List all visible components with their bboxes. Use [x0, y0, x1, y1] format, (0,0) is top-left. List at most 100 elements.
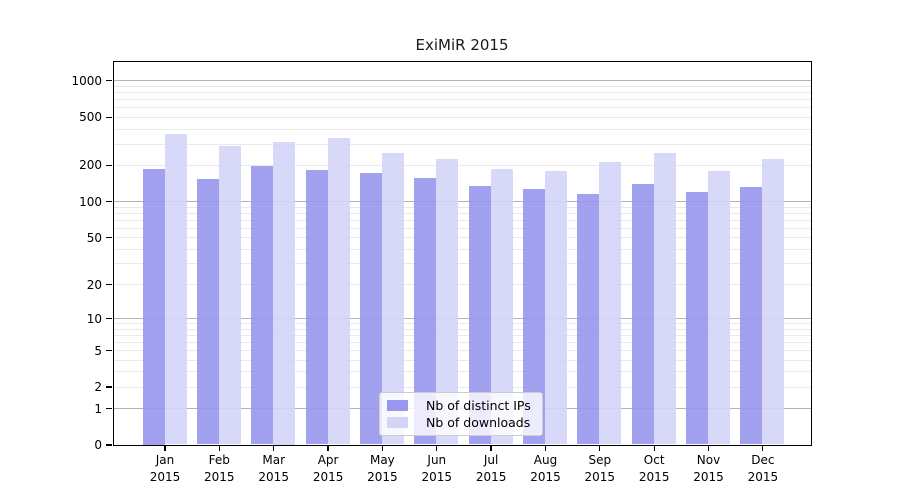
minor-gridline — [113, 85, 811, 87]
bar-distinct-ips-mar — [251, 165, 274, 445]
minor-gridline — [113, 350, 811, 351]
minor-gridline — [113, 227, 811, 229]
x-tick-label-feb: Feb 2015 — [204, 453, 235, 484]
y-tick-label: 200 — [79, 158, 102, 173]
x-tick-mark — [381, 445, 384, 451]
y-tick-mark — [106, 317, 112, 320]
x-tick-mark — [544, 445, 547, 451]
x-tick-label-may: May 2015 — [367, 453, 398, 484]
y-tick-mark — [106, 349, 112, 352]
x-tick-mark — [707, 445, 710, 451]
minor-gridline — [113, 341, 811, 343]
legend: Nb of distinct IPs Nb of downloads — [379, 392, 543, 436]
legend-label-distinct-ips: Nb of distinct IPs — [426, 398, 531, 413]
x-tick-label-nov: Nov 2015 — [693, 453, 724, 484]
minor-gridline — [113, 248, 811, 250]
bar-downloads-may — [381, 152, 404, 445]
x-tick-label-jul: Jul 2015 — [475, 453, 507, 484]
bar-distinct-ips-sep — [577, 194, 600, 445]
minor-gridline — [113, 92, 811, 93]
y-tick-label: 1000 — [71, 73, 102, 88]
y-tick-mark — [106, 283, 112, 286]
x-tick-label-dec: Dec 2015 — [747, 453, 779, 484]
minor-gridline — [113, 107, 811, 109]
y-tick-label: 20 — [86, 277, 102, 292]
minor-gridline — [113, 99, 811, 100]
legend-swatch-downloads — [387, 417, 408, 428]
bar-distinct-ips-feb — [196, 178, 219, 445]
bar-downloads-jun — [436, 158, 459, 445]
x-tick-mark — [164, 445, 166, 451]
minor-gridline — [113, 143, 811, 145]
minor-gridline — [113, 334, 811, 336]
bar-downloads-jul — [490, 168, 513, 445]
bar-distinct-ips-may — [359, 172, 382, 445]
bar-downloads-feb — [218, 146, 241, 445]
minor-gridline — [113, 386, 811, 388]
chart-title: ExiMiR 2015 — [415, 36, 509, 54]
minor-gridline — [113, 371, 811, 373]
x-tick-mark — [490, 445, 492, 451]
bar-distinct-ips-aug — [522, 188, 545, 445]
minor-gridline — [113, 164, 811, 166]
x-tick-label-mar: Mar 2015 — [258, 453, 289, 484]
y-tick-mark — [106, 386, 112, 388]
bar-downloads-oct — [653, 152, 676, 445]
y-tick-label: 2 — [94, 380, 102, 395]
minor-gridline — [113, 359, 811, 361]
x-tick-mark — [218, 445, 221, 451]
minor-gridline — [113, 323, 811, 325]
y-tick-mark — [106, 444, 112, 446]
minor-gridline — [113, 237, 811, 239]
bar-downloads-mar — [273, 141, 296, 445]
major-gridline — [113, 201, 811, 203]
minor-gridline — [113, 206, 811, 208]
major-gridline — [113, 80, 811, 82]
bar-distinct-ips-jun — [414, 178, 437, 445]
major-gridline — [113, 318, 811, 320]
bar-downloads-nov — [708, 171, 730, 445]
y-tick-mark — [106, 237, 112, 239]
bar-downloads-dec — [762, 158, 785, 445]
legend-row-downloads: Nb of downloads — [387, 415, 534, 430]
bar-distinct-ips-dec — [740, 187, 763, 445]
x-tick-mark — [599, 445, 601, 451]
x-tick-label-apr: Apr 2015 — [312, 453, 344, 484]
y-tick-label: 1 — [94, 401, 102, 416]
plot-area — [112, 60, 812, 446]
y-tick-label: 0 — [94, 438, 102, 452]
y-tick-mark — [106, 116, 112, 118]
x-tick-mark — [436, 445, 438, 451]
legend-label-downloads: Nb of downloads — [426, 415, 531, 430]
minor-gridline — [113, 116, 811, 118]
bar-distinct-ips-oct — [631, 184, 654, 445]
legend-row-distinct-ips: Nb of distinct IPs — [387, 398, 534, 413]
y-tick-label: 50 — [86, 230, 102, 245]
x-tick-mark — [327, 445, 329, 451]
bar-distinct-ips-nov — [686, 192, 708, 445]
bar-downloads-aug — [544, 170, 567, 445]
minor-gridline — [113, 284, 811, 285]
minor-gridline — [113, 212, 811, 214]
x-tick-label-aug: Aug 2015 — [530, 453, 561, 484]
bar-distinct-ips-apr — [305, 170, 328, 445]
y-tick-mark — [106, 407, 112, 410]
y-tick-label: 100 — [79, 194, 102, 209]
y-tick-mark — [106, 80, 112, 82]
x-tick-label-oct: Oct 2015 — [638, 453, 670, 484]
legend-swatch-distinct-ips — [387, 400, 408, 411]
minor-gridline — [113, 128, 811, 130]
minor-gridline — [113, 328, 811, 330]
y-tick-mark — [106, 201, 112, 203]
bar-downloads-apr — [327, 138, 350, 445]
x-tick-mark — [762, 445, 764, 451]
bar-downloads-sep — [599, 162, 622, 445]
y-tick-mark — [106, 164, 112, 167]
x-tick-label-jun: Jun 2015 — [421, 453, 453, 484]
x-tick-mark — [273, 445, 275, 451]
bar-downloads-jan — [164, 133, 187, 445]
x-tick-label-jan: Jan 2015 — [149, 453, 181, 484]
y-tick-label: 500 — [79, 110, 102, 125]
bar-distinct-ips-jan — [142, 169, 165, 445]
